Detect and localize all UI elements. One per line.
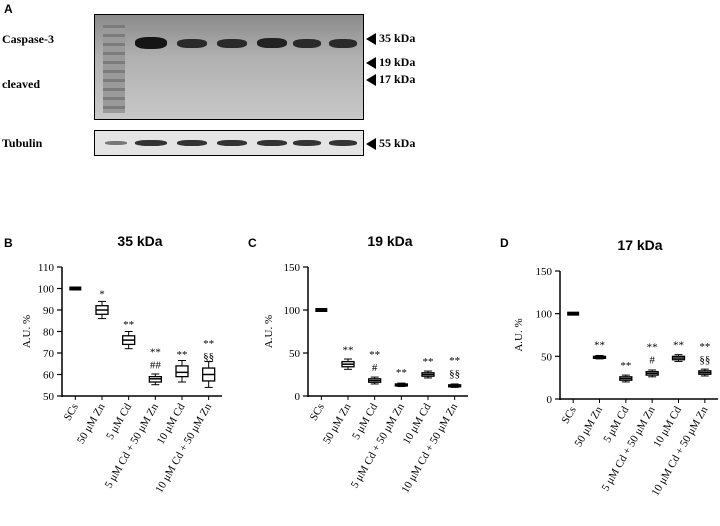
blot-band (329, 140, 357, 146)
significance-mark: * (99, 289, 105, 301)
y-tick-label: 90 (43, 305, 55, 317)
panel-label-b: B (4, 236, 13, 250)
y-tick-label: 100 (536, 309, 553, 321)
significance-mark: ** (396, 367, 407, 379)
chart-title: 17 kDa (617, 237, 662, 253)
blot-band (293, 39, 321, 48)
significance-mark: # (372, 362, 378, 374)
marker-arrow-icon (366, 32, 376, 45)
significance-mark: ## (150, 360, 162, 372)
tubulin-label: Tubulin (2, 136, 43, 150)
panel-label-a: A (4, 2, 13, 16)
y-tick-label: 0 (295, 391, 301, 403)
y-tick-label: 150 (284, 262, 301, 274)
marker-label: 55 kDa (379, 136, 416, 150)
x-tick-label: SCs (308, 402, 327, 423)
caspase-blot-image (94, 14, 364, 120)
blot-band (257, 38, 287, 48)
x-tick-label: SCs (62, 402, 81, 423)
marker-arrow-icon (366, 137, 376, 150)
y-axis-label: A.U. % (263, 315, 275, 348)
marker-label: 17 kDa (379, 72, 416, 86)
ladder-lane (103, 25, 125, 113)
box-mark (315, 308, 328, 312)
marker-35-kda: 35 kDa (366, 31, 415, 46)
y-tick-label: 110 (38, 262, 55, 274)
x-tick-label: 5 μM Cd + 50 μM Zn (600, 404, 658, 493)
x-tick-label: 5 μM Cd + 50 μM Zn (349, 401, 407, 490)
cleaved-label: cleaved (2, 77, 40, 91)
blot-band (135, 140, 167, 146)
blot-band (177, 140, 207, 146)
significance-mark: ** (369, 349, 380, 361)
blot-band (329, 39, 357, 48)
y-axis-label: A.U. % (21, 315, 33, 348)
caspase-3-label: Caspase-3 (2, 32, 55, 46)
marker-19-kda: 19 kDa (366, 55, 415, 70)
y-tick-label: 150 (536, 266, 553, 278)
blot-band (217, 140, 247, 146)
box-mark (567, 311, 580, 316)
y-tick-label: 100 (38, 284, 55, 296)
blot-band (177, 39, 207, 48)
significance-mark: §§ (449, 368, 460, 380)
significance-mark: ** (177, 349, 188, 361)
x-tick-label: SCs (559, 405, 578, 426)
x-tick-label: 10 μM Cd + 50 μM Zn (399, 401, 460, 495)
significance-mark: ** (594, 339, 605, 351)
x-tick-label: 10 μM Cd + 50 μM Zn (153, 401, 214, 495)
box-mark (69, 286, 82, 291)
marker-arrow-icon (366, 56, 376, 69)
tubulin-blot-image (94, 130, 364, 156)
panel-label-d: D (500, 236, 509, 250)
x-tick-label: 10 μM Cd + 50 μM Zn (649, 404, 710, 498)
y-tick-label: 70 (43, 348, 55, 360)
y-tick-label: 50 (43, 391, 55, 403)
marker-label: 35 kDa (379, 31, 416, 45)
chart-title: 19 kDa (367, 233, 412, 249)
chart-title: 35 kDa (117, 233, 162, 249)
marker-label: 19 kDa (379, 55, 416, 69)
x-tick-label: 5 μM Cd + 50 μM Zn (103, 401, 161, 490)
significance-mark: ** (150, 347, 161, 359)
significance-mark: §§ (699, 354, 710, 366)
significance-mark: ** (203, 338, 214, 350)
marker-arrow-icon (366, 73, 376, 86)
y-tick-label: 80 (43, 327, 55, 339)
blot-band (217, 39, 247, 48)
panel-label-c: C (248, 236, 257, 250)
significance-mark: ** (449, 355, 460, 367)
significance-mark: ** (123, 319, 134, 331)
y-tick-label: 50 (289, 348, 301, 360)
significance-mark: §§ (203, 351, 214, 363)
blot-band (257, 140, 287, 146)
y-axis-label: A.U. % (513, 318, 525, 351)
significance-mark: # (649, 355, 655, 367)
y-tick-label: 100 (284, 305, 301, 317)
box-mark (175, 365, 189, 378)
blot-band (135, 37, 167, 49)
marker-55-kda: 55 kDa (366, 136, 415, 151)
significance-mark: ** (620, 360, 631, 372)
significance-mark: ** (673, 339, 684, 351)
y-tick-label: 0 (547, 394, 553, 406)
y-tick-label: 50 (541, 351, 553, 363)
marker-17-kda: 17 kDa (366, 72, 415, 87)
y-tick-label: 60 (43, 370, 55, 382)
significance-mark: ** (699, 341, 710, 353)
significance-mark: ** (343, 345, 354, 357)
significance-mark: ** (647, 342, 658, 354)
blot-band (105, 141, 127, 145)
blot-band (293, 140, 321, 146)
significance-mark: ** (423, 356, 434, 368)
